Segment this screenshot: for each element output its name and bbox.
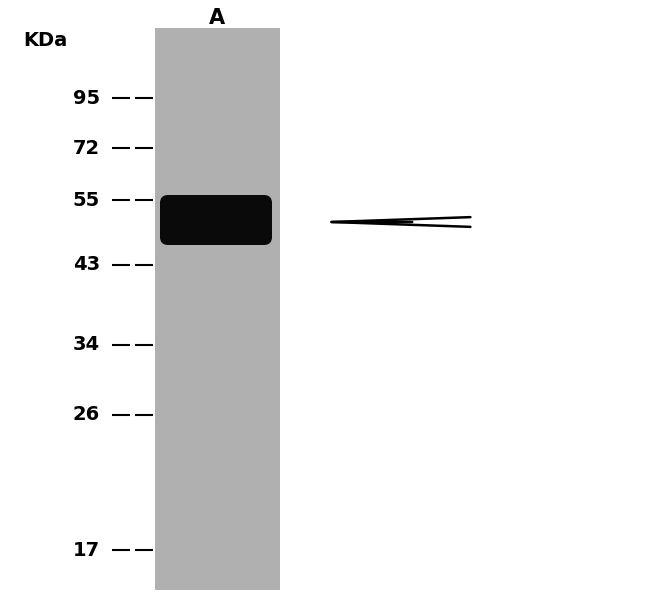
Text: 43: 43 [73,256,100,275]
Text: 26: 26 [73,406,100,424]
Text: 55: 55 [73,191,100,210]
Text: A: A [209,8,225,28]
FancyBboxPatch shape [160,195,272,245]
Text: KDa: KDa [23,31,67,50]
Text: 95: 95 [73,88,100,107]
Text: 72: 72 [73,139,100,158]
Text: 17: 17 [73,541,100,560]
Text: 34: 34 [73,335,100,354]
Bar [155,28,280,590]
